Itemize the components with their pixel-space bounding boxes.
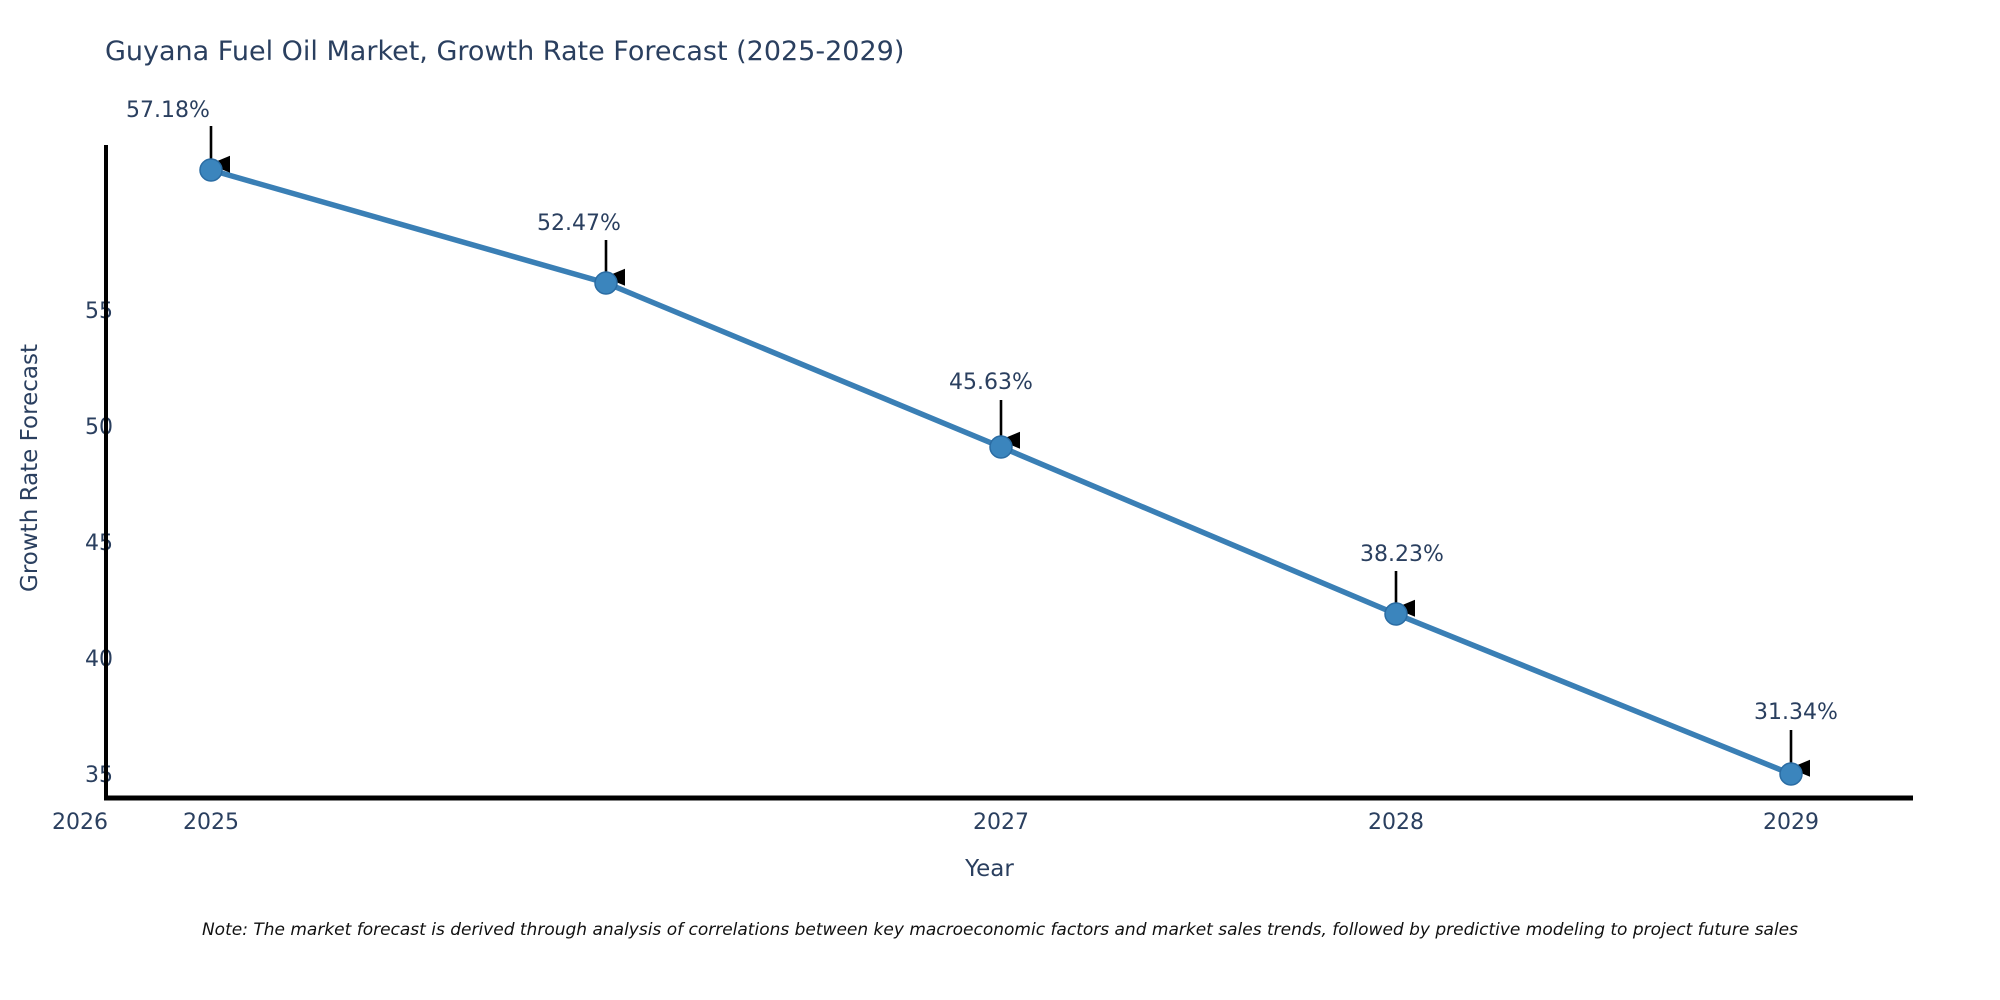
y-tick-label-35: 35 [85, 763, 113, 788]
y-tick-label-45: 45 [85, 531, 113, 556]
data-point-2027[interactable] [989, 435, 1013, 459]
data-label-2029: 31.34% [1754, 700, 1838, 725]
data-point-2028[interactable] [1384, 602, 1408, 626]
data-point-2026[interactable] [594, 271, 618, 295]
x-axis-title: Year [0, 856, 2000, 882]
y-tick-label-55: 55 [85, 299, 113, 324]
data-point-2029[interactable] [1779, 762, 1803, 786]
data-label-2025: 57.18% [126, 98, 210, 123]
data-point-2025[interactable] [199, 158, 223, 182]
chart-title: Guyana Fuel Oil Market, Growth Rate Fore… [105, 36, 905, 67]
data-label-2028: 38.23% [1360, 542, 1444, 567]
y-tick-label-50: 50 [85, 415, 113, 440]
data-line-growth-rate [208, 167, 1794, 777]
x-tick-label-2026: 2026 [52, 810, 108, 835]
x-axis-title-text: Year [965, 856, 1014, 882]
x-tick-label-2028: 2028 [1368, 810, 1424, 835]
x-tick-label-2029: 2029 [1763, 810, 1819, 835]
y-tick-label-40: 40 [85, 647, 113, 672]
data-label-2026: 52.47% [537, 211, 621, 236]
data-label-2027: 45.63% [949, 370, 1033, 395]
chart-footnote: Note: The market forecast is derived thr… [201, 920, 1799, 940]
x-tick-label-2025: 2025 [183, 810, 239, 835]
x-tick-label-2027: 2027 [973, 810, 1029, 835]
